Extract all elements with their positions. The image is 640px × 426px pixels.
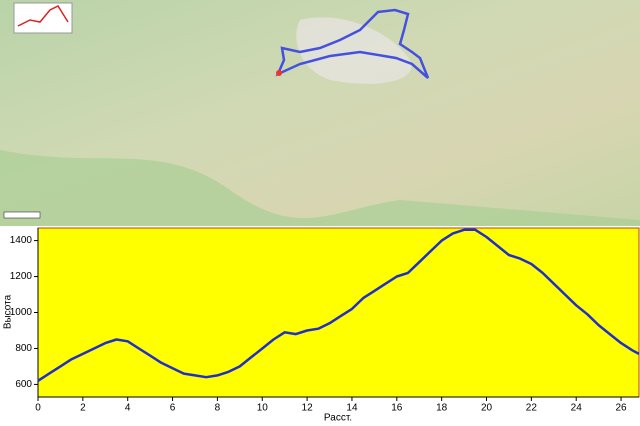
- elevation-line: [37, 228, 640, 382]
- x-tick-label: 6: [170, 403, 176, 414]
- y-axis-label: Высота: [3, 294, 14, 329]
- y-tick-label: 1200: [10, 271, 33, 282]
- x-tick-label: 0: [35, 403, 41, 414]
- x-tick-label: 8: [215, 403, 221, 414]
- track: [275, 8, 430, 79]
- y-tick-label: 1400: [10, 235, 33, 246]
- y-tick-label: 800: [15, 343, 32, 354]
- x-tick-label: 4: [125, 403, 131, 414]
- x-tick-label: 14: [346, 403, 358, 414]
- x-axis-label: Расст.: [324, 413, 352, 424]
- x-tick-label: 20: [481, 403, 493, 414]
- scale-bar: [3, 211, 41, 219]
- valley: [0, 150, 640, 226]
- thumbnail-profile: [17, 5, 69, 27]
- map[interactable]: [0, 0, 640, 226]
- plot-area: [37, 227, 640, 398]
- start-marker: [276, 70, 282, 76]
- ridge: [296, 17, 412, 84]
- x-tick-label: 24: [571, 403, 583, 414]
- y-tick-label: 600: [15, 379, 32, 390]
- x-tick-label: 18: [436, 403, 448, 414]
- x-tick-label: 10: [257, 403, 269, 414]
- x-tick-label: 12: [302, 403, 314, 414]
- x-tick-label: 2: [80, 403, 86, 414]
- x-tick-label: 26: [615, 403, 627, 414]
- y-tick-label: 1000: [10, 307, 33, 318]
- x-tick-label: 22: [526, 403, 538, 414]
- x-tick-label: 16: [391, 403, 403, 414]
